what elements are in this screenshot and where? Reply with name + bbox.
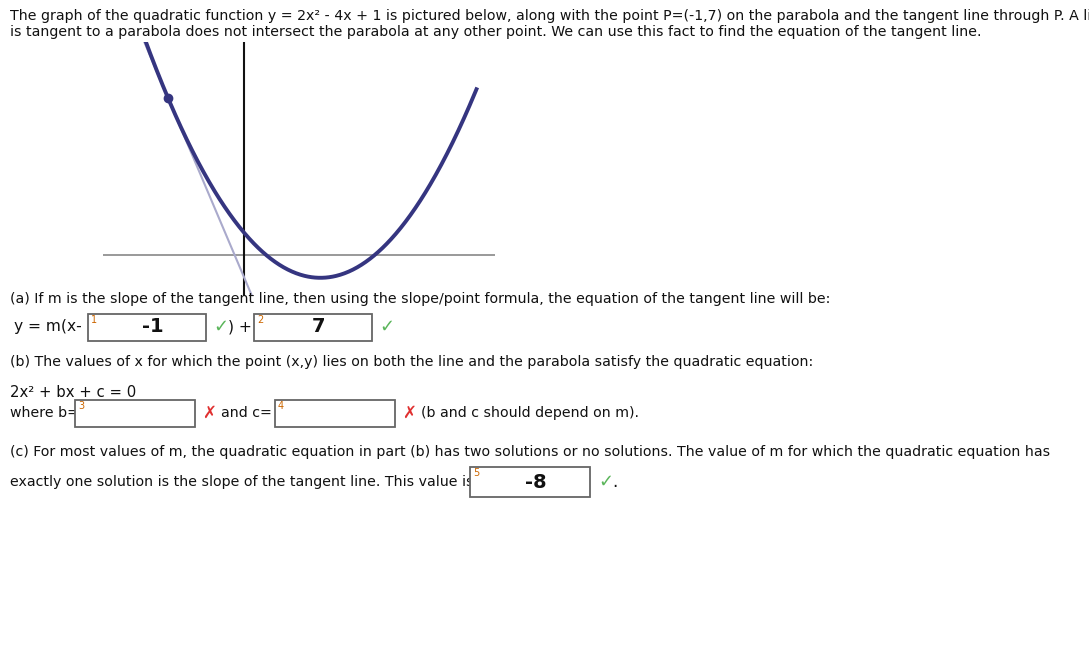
Text: -8: -8 — [525, 473, 547, 491]
Text: (b) The values of x for which the point (x,y) lies on both the line and the para: (b) The values of x for which the point … — [10, 355, 813, 369]
Text: .: . — [612, 473, 617, 491]
Text: 3: 3 — [78, 401, 84, 411]
Text: ✗: ✗ — [201, 404, 216, 422]
Text: (a) If m is the slope of the tangent line, then using the slope/point formula, t: (a) If m is the slope of the tangent lin… — [10, 292, 831, 306]
Text: is tangent to a parabola does not intersect the parabola at any other point. We : is tangent to a parabola does not inters… — [10, 25, 981, 39]
FancyBboxPatch shape — [470, 467, 590, 497]
Text: ✓: ✓ — [598, 473, 613, 491]
FancyBboxPatch shape — [88, 314, 206, 341]
Text: -1: -1 — [142, 317, 163, 337]
Text: 4: 4 — [278, 401, 284, 411]
Text: ✓: ✓ — [213, 318, 228, 336]
Text: where b=: where b= — [10, 406, 79, 420]
Text: (b and c should depend on m).: (b and c should depend on m). — [421, 406, 639, 420]
Text: (c) For most values of m, the quadratic equation in part (b) has two solutions o: (c) For most values of m, the quadratic … — [10, 445, 1050, 459]
Text: y = m(x-: y = m(x- — [14, 320, 82, 335]
FancyBboxPatch shape — [75, 400, 195, 427]
Text: 2x² + bx + c = 0: 2x² + bx + c = 0 — [10, 385, 136, 400]
Text: exactly one solution is the slope of the tangent line. This value is m =: exactly one solution is the slope of the… — [10, 475, 509, 489]
Text: ✗: ✗ — [402, 404, 416, 422]
Text: 1: 1 — [91, 315, 97, 325]
Text: and c=: and c= — [221, 406, 272, 420]
FancyBboxPatch shape — [254, 314, 372, 341]
Text: The graph of the quadratic function y = 2x² - 4x + 1 is pictured below, along wi: The graph of the quadratic function y = … — [10, 9, 1089, 23]
Text: 2: 2 — [257, 315, 264, 325]
Text: ✓: ✓ — [379, 318, 394, 336]
FancyBboxPatch shape — [276, 400, 395, 427]
Text: 7: 7 — [313, 317, 326, 337]
Text: ) +: ) + — [228, 320, 252, 335]
Text: 5: 5 — [473, 468, 479, 478]
